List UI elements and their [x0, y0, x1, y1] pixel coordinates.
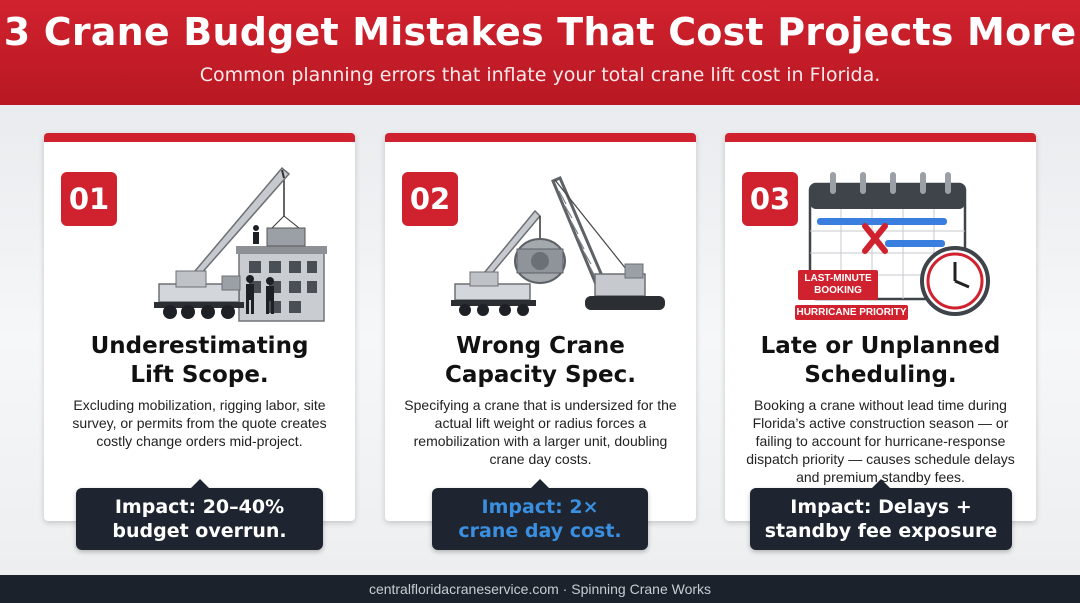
- card-title-line: Underestimating: [90, 333, 309, 359]
- page-title: 3 Crane Budget Mistakes That Cost Projec…: [3, 10, 1077, 54]
- card-number-badge: 02: [402, 172, 458, 226]
- card-description: Excluding mobilization, rigging labor, s…: [72, 397, 327, 449]
- card-title-line: Lift Scope.: [130, 362, 269, 388]
- mistake-card-2: 02 Wrong Crane Capacity Spec. Specifying…: [385, 133, 696, 521]
- impact-callout-2: Impact: 2× crane day cost.: [432, 479, 648, 550]
- mobile-crane-building-icon: [154, 166, 327, 322]
- hurricane-priority-tag: HURRICANE PRIORITY: [795, 305, 908, 320]
- tag-line: BOOKING: [814, 285, 862, 296]
- impact-line: Impact: 20–40%: [114, 496, 285, 518]
- tag-line: LAST-MINUTE: [804, 273, 872, 284]
- card-title: Late or Unplanned Scheduling.: [725, 332, 1036, 390]
- impact-callout-1: Impact: 20–40% budget overrun.: [76, 479, 323, 550]
- card-number-badge: 03: [742, 172, 798, 226]
- two-cranes-heavy-load-icon: [451, 176, 665, 316]
- card-title-line: Scheduling.: [804, 362, 957, 388]
- impact-line: Impact: 2×: [481, 496, 599, 518]
- card-description: Specifying a crane that is undersized fo…: [404, 397, 677, 467]
- card-description: Booking a crane without lead time during…: [746, 397, 1015, 485]
- page-subtitle: Common planning errors that inflate your…: [199, 64, 881, 86]
- impact-callout-3: Impact: Delays + standby fee exposure: [750, 479, 1012, 550]
- calendar-clock-icon: [808, 172, 990, 316]
- mistake-card-3: 03 LAST-MINUTE BOOKING HURRICANE PRIORIT…: [725, 133, 1036, 521]
- card-title: Underestimating Lift Scope.: [44, 332, 355, 390]
- card-title-line: Late or Unplanned: [760, 333, 1001, 359]
- callout-pointer: [189, 479, 210, 489]
- card-title: Wrong Crane Capacity Spec.: [385, 332, 696, 390]
- header-banner: 3 Crane Budget Mistakes That Cost Projec…: [0, 0, 1080, 105]
- impact-line: Impact: Delays +: [790, 496, 972, 518]
- card-title-line: Wrong Crane: [456, 333, 625, 359]
- mistake-card-1: 01 Underestimating Lift Scope.: [44, 133, 355, 521]
- callout-pointer: [530, 479, 550, 489]
- callout-pointer: [871, 479, 891, 489]
- impact-line: budget overrun.: [112, 520, 287, 542]
- card-title-line: Capacity Spec.: [445, 362, 636, 388]
- impact-line: crane day cost.: [458, 520, 622, 542]
- footer-credit: centralfloridacraneservice.com · Spinnin…: [0, 575, 1080, 603]
- card-number-badge: 01: [61, 172, 117, 226]
- impact-line: standby fee exposure: [764, 520, 998, 542]
- last-minute-booking-tag: LAST-MINUTE BOOKING: [798, 270, 878, 300]
